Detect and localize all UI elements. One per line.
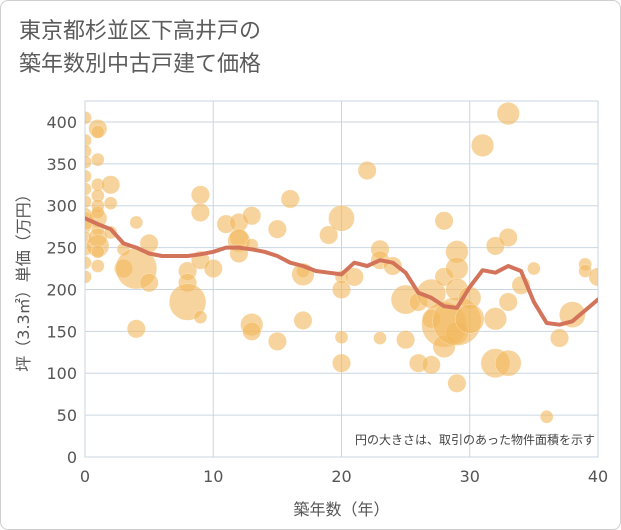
bubble-point-41: [190, 202, 210, 222]
bubble-point-16: [91, 152, 105, 167]
y-tick-label-400: 400: [46, 113, 77, 132]
bubble-point-73: [396, 330, 416, 350]
bubble-point-70: [373, 331, 387, 345]
bubble-point-4: [85, 169, 92, 184]
bubble-point-91: [471, 133, 495, 157]
bubble-point-66: [344, 267, 364, 287]
bubble-point-67: [357, 161, 377, 180]
data-layer: [85, 102, 598, 424]
bubble-point-3: [85, 155, 92, 169]
x-tick-label-20: 20: [331, 467, 351, 486]
bubble-point-55: [267, 331, 287, 351]
bubble-point-95: [496, 102, 520, 126]
bubble-point-11: [85, 255, 92, 270]
y-tick-label-150: 150: [46, 322, 77, 341]
bubble-point-53: [242, 321, 262, 341]
bubble-point-50: [242, 206, 262, 226]
y-axis-label: 坪（3.3㎡）単価（万円）: [14, 186, 33, 371]
bubble-point-102: [550, 328, 569, 348]
bubble-point-54: [267, 219, 287, 239]
bubble-point-64: [334, 330, 349, 344]
bubble-point-27: [101, 175, 121, 195]
x-tick-label-30: 30: [460, 467, 480, 486]
bubble-point-32: [129, 215, 144, 230]
bubble-point-1: [85, 133, 92, 148]
bubble-point-100: [527, 261, 541, 276]
bubble-point-25: [91, 259, 105, 273]
bubble-point-26: [91, 205, 105, 220]
y-tick-label-200: 200: [46, 280, 77, 299]
bubble-point-97: [498, 292, 518, 312]
bubble-point-93: [483, 307, 507, 331]
bubble-point-43: [193, 310, 208, 324]
bubble-point-2: [85, 144, 92, 159]
y-tick-label-0: 0: [67, 448, 77, 467]
bubble-point-96: [498, 228, 518, 247]
bubble-point-78: [421, 355, 441, 375]
bubble-point-59: [293, 311, 313, 330]
bubble-point-28: [103, 196, 118, 210]
x-axis-label: 築年数（年）: [293, 500, 389, 519]
bubble-point-98: [494, 349, 522, 377]
bubble-point-36: [139, 273, 159, 293]
bubble-point-12: [85, 270, 92, 284]
bubble-point-106: [588, 267, 598, 287]
bubble-point-56: [280, 189, 300, 209]
y-tick-label-250: 250: [46, 239, 77, 258]
bubble-point-6: [85, 194, 92, 209]
bubble-point-39: [168, 283, 207, 321]
bubble-point-34: [126, 319, 146, 339]
average-price-line: [85, 216, 598, 327]
y-tick-label-350: 350: [46, 155, 77, 174]
bubble-point-65: [332, 353, 351, 373]
bubble-size-note: 円の大きさは、取引のあった物件面積を示す: [355, 432, 595, 447]
title-line-1: 東京都杉並区下高井戸の: [19, 19, 262, 44]
bubble-point-63: [332, 280, 351, 299]
bubble-point-79: [434, 211, 454, 231]
title-line-2: 築年数別中古戸建て価格: [19, 52, 262, 77]
chart-title: 東京都杉並区下高井戸の 築年数別中古戸建て価格: [19, 15, 261, 81]
x-tick-label-10: 10: [203, 467, 223, 486]
bubble-point-5: [85, 182, 92, 196]
bubble-point-61: [328, 205, 355, 232]
bubble-point-84: [445, 257, 469, 281]
x-tick-label-0: 0: [80, 467, 90, 486]
bubble-point-101: [539, 410, 554, 424]
bubble-point-60: [319, 225, 339, 245]
bubble-point-90: [454, 304, 485, 334]
y-tick-label-100: 100: [46, 364, 77, 383]
bubble-point-15: [91, 125, 105, 139]
bubble-point-0: [85, 111, 92, 125]
bubble-point-44: [203, 259, 223, 278]
y-tick-label-300: 300: [46, 197, 77, 216]
bubble-point-40: [190, 185, 210, 205]
x-tick-label-40: 40: [588, 467, 608, 486]
bubble-point-24: [91, 245, 105, 259]
y-tick-label-50: 50: [57, 406, 77, 425]
bubble-point-87: [447, 373, 467, 393]
